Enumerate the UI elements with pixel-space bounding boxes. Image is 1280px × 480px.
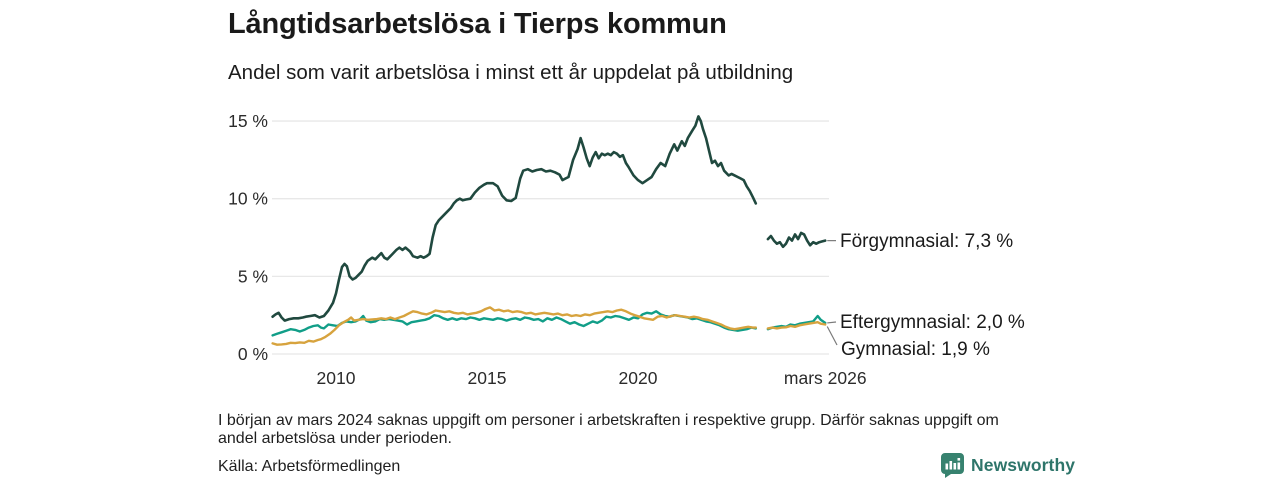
series-end-label-eftergymnasial: Eftergymnasial: 2,0 % — [840, 312, 1025, 333]
page-title: Långtidsarbetslösa i Tierps kommun — [228, 8, 727, 40]
series-line-gymnasial — [271, 306, 827, 346]
x-tick-label: 2020 — [619, 368, 658, 388]
y-tick-label: 10 % — [228, 189, 268, 209]
series-line-eftergymnasial — [271, 310, 827, 337]
series-end-label-forgymnasial: Förgymnasial: 7,3 % — [840, 231, 1013, 252]
y-tick-label: 15 % — [228, 111, 268, 131]
x-tick-label: mars 2026 — [784, 368, 867, 388]
x-tick-label: 2015 — [468, 368, 507, 388]
newsworthy-logo: Newsworthy — [941, 453, 1075, 478]
x-tick-label: 2010 — [317, 368, 356, 388]
series-line-forgymnasial — [271, 115, 827, 322]
leader-line-gymnasial — [826, 326, 838, 346]
leader-line-eftergymnasial — [827, 321, 837, 324]
footnote-line-1: I början av mars 2024 saknas uppgift om … — [218, 412, 999, 429]
newsworthy-icon — [941, 453, 964, 478]
newsworthy-wordmark: Newsworthy — [971, 455, 1076, 475]
footnote-line-2: andel arbetslösa under perioden. — [218, 429, 452, 447]
y-tick-label: 5 % — [238, 266, 268, 286]
source-note: Källa: Arbetsförmedlingen — [218, 458, 401, 475]
chart-subtitle: Andel som varit arbetslösa i minst ett å… — [228, 61, 794, 84]
series-end-label-gymnasial: Gymnasial: 1,9 % — [841, 339, 990, 360]
footnote: I början av mars 2024 saknas uppgift om … — [218, 412, 1078, 447]
y-tick-label: 0 % — [238, 344, 268, 364]
